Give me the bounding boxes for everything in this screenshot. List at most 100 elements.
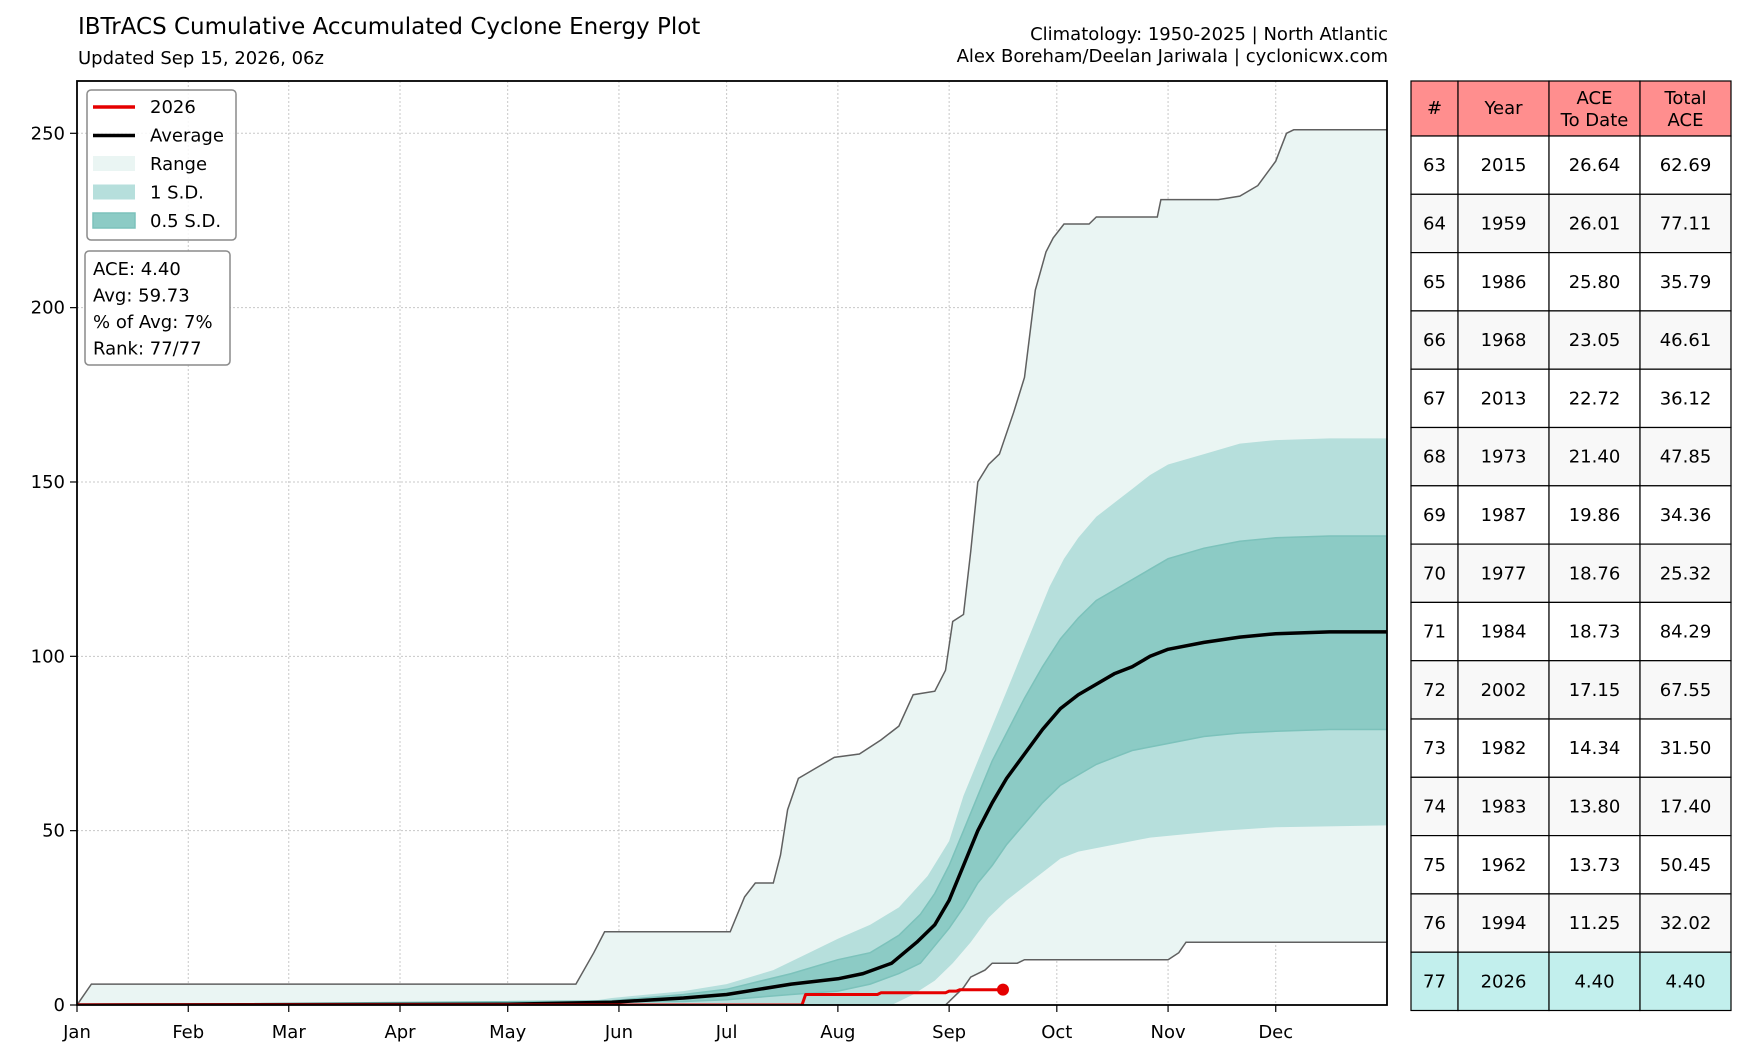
table-cell-text: 36.12: [1660, 388, 1712, 409]
table-cell-text: 21.40: [1569, 447, 1621, 468]
table-cell: [1639, 951, 1732, 1012]
x-tick-label: Sep: [932, 1022, 966, 1043]
table-cell-text: 2026: [1481, 971, 1527, 992]
table-cell-text: 22.72: [1569, 388, 1621, 409]
table-cell: [1457, 893, 1550, 953]
table-cell: [1639, 135, 1732, 195]
table-cell-text: 1982: [1481, 738, 1527, 759]
legend-swatch-patch: [92, 212, 136, 229]
table-cell: [1548, 893, 1641, 953]
sd1-band: [77, 438, 1387, 1005]
table-cell-text: 35.79: [1660, 272, 1712, 293]
table-cell-text: 76: [1423, 913, 1446, 934]
legend-label: Range: [150, 154, 207, 175]
range-max-line: [77, 129, 1387, 1005]
table-cell: [1639, 310, 1732, 370]
table-cell-text: 13.80: [1569, 796, 1621, 817]
table-cell: [1639, 893, 1732, 953]
x-tick-label: Oct: [1041, 1022, 1072, 1043]
table-header-cell: [1457, 80, 1550, 137]
table-cell: [1410, 660, 1459, 720]
y-tick-label: 250: [31, 123, 65, 144]
table-header-label: Total: [1663, 88, 1706, 109]
table-cell-text: 31.50: [1660, 738, 1712, 759]
table-cell-text: 73: [1423, 738, 1446, 759]
table-cell: [1639, 834, 1732, 895]
table-cell: [1457, 951, 1550, 1012]
table-cell-text: 2013: [1481, 388, 1527, 409]
table-cell-text: 77.11: [1660, 213, 1712, 234]
table-cell: [1410, 951, 1459, 1012]
table-cell: [1410, 834, 1459, 895]
table-cell-text: 69: [1423, 505, 1446, 526]
table-cell: [1410, 485, 1459, 545]
table-cell-text: 34.36: [1660, 505, 1712, 526]
table-cell-text: 65: [1423, 272, 1446, 293]
x-tick-label: Mar: [272, 1022, 307, 1043]
table-cell-text: 47.85: [1660, 447, 1712, 468]
table-cell: [1410, 543, 1459, 603]
legend-frame: [86, 89, 237, 241]
table-cell-text: 1977: [1481, 563, 1527, 584]
table-cell-text: 63: [1423, 155, 1446, 176]
table-cell: [1457, 718, 1550, 778]
legend-label: Average: [150, 126, 224, 147]
table-cell: [1457, 543, 1550, 603]
table-cell: [1639, 368, 1732, 429]
y-tick-label: 200: [31, 298, 65, 319]
x-tick-label: Apr: [384, 1022, 416, 1043]
table-cell-text: 18.73: [1569, 622, 1621, 643]
x-tick-label: Dec: [1258, 1022, 1293, 1043]
table-cell-text: 1994: [1481, 913, 1527, 934]
x-tick-label: Jul: [715, 1022, 738, 1043]
legend-label: 2026: [150, 97, 196, 118]
x-tick-label: Jan: [62, 1022, 91, 1043]
table-cell: [1639, 252, 1732, 312]
table-cell-text: 25.80: [1569, 272, 1621, 293]
stats-ace: ACE: 4.40: [93, 259, 181, 280]
table-cell-text: 74: [1423, 796, 1446, 817]
stats-rank: Rank: 77/77: [93, 339, 202, 360]
table-cell-text: 75: [1423, 855, 1446, 876]
stats-avg: Avg: 59.73: [93, 286, 190, 307]
stats-pct: % of Avg: 7%: [93, 312, 213, 333]
table-header-label: #: [1427, 98, 1442, 119]
table-cell: [1410, 310, 1459, 370]
legend-label: 1 S.D.: [150, 183, 204, 204]
table-header-cell: [1548, 80, 1641, 137]
table-cell: [1548, 193, 1641, 254]
table-cell: [1548, 426, 1641, 487]
average-line: [77, 630, 1387, 1005]
table-header-label: ACE: [1668, 110, 1704, 131]
table-cell: [1639, 718, 1732, 778]
table-cell: [1639, 543, 1732, 603]
chart-title: IBTrACS Cumulative Accumulated Cyclone E…: [78, 14, 701, 40]
table-cell-text: 23.05: [1569, 330, 1621, 351]
table-cell-text: 71: [1423, 622, 1446, 643]
table-cell: [1410, 193, 1459, 254]
legend-swatch-patch: [93, 156, 135, 171]
table-header-label: ACE: [1577, 88, 1613, 109]
table-cell: [1548, 718, 1641, 778]
plot-frame: [76, 80, 1388, 1006]
table-cell-text: 1968: [1481, 330, 1527, 351]
stats-box: ACE: 4.40 Avg: 59.73 % of Avg: 7% Rank: 77/…: [84, 250, 231, 366]
x-tick-label: May: [489, 1022, 527, 1043]
legend-swatch-patch: [93, 184, 135, 200]
x-tick-label: Aug: [820, 1022, 855, 1043]
table-cell-text: 1983: [1481, 796, 1527, 817]
table-header-label: To Date: [1560, 110, 1629, 131]
table-cell-text: 64: [1423, 213, 1446, 234]
stats-frame: [84, 250, 231, 366]
table-cell: [1639, 776, 1732, 837]
table-cell-text: 13.73: [1569, 855, 1621, 876]
table-cell-text: 18.76: [1569, 563, 1621, 584]
table-cell-text: 11.25: [1569, 913, 1621, 934]
x-tick-label: Nov: [1150, 1022, 1185, 1043]
legend: 2026 Average Range 1 S.D. 0.5 S.D.: [86, 89, 237, 241]
table-cell: [1639, 485, 1732, 545]
table-cell: [1457, 776, 1550, 837]
climatology-label: Climatology: 1950-2025 | North Atlantic: [1030, 24, 1388, 45]
